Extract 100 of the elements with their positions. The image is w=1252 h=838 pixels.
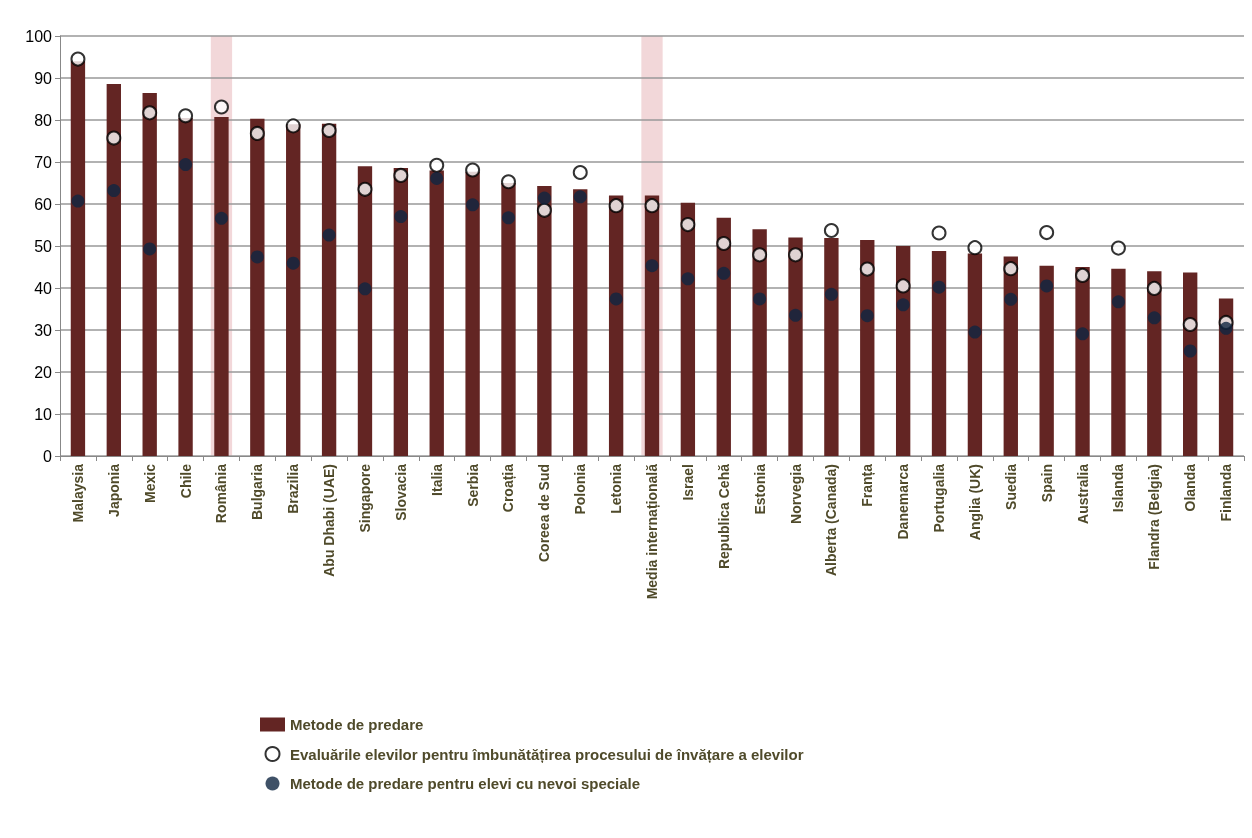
point xyxy=(573,190,587,204)
x-tick-label: Suedia xyxy=(1002,463,1019,510)
point xyxy=(142,105,158,121)
x-tick-label: Japonia xyxy=(105,463,122,517)
bar xyxy=(1111,268,1126,456)
x-tick-label: Flandra (Belgia) xyxy=(1146,464,1163,570)
point xyxy=(644,198,660,214)
point xyxy=(932,280,946,294)
x-tick-label: Estonia xyxy=(751,463,768,515)
point xyxy=(178,108,194,124)
x-tick-label: Coreea de Sud xyxy=(536,464,553,563)
point xyxy=(789,308,803,322)
point xyxy=(213,99,229,115)
point xyxy=(824,287,838,301)
point xyxy=(1039,225,1055,241)
x-tick-label: Australia xyxy=(1074,463,1091,524)
bar xyxy=(142,93,157,456)
bar xyxy=(608,195,624,456)
bar xyxy=(824,238,839,456)
legend-label: Metode de predare pentru elevi cu nevoi speciale xyxy=(290,775,641,792)
bar xyxy=(537,185,552,456)
bar xyxy=(1039,265,1054,456)
bar xyxy=(250,118,265,456)
y-tick-label: 30 xyxy=(34,321,53,339)
x-tick-label: Media internațională xyxy=(644,463,660,600)
point xyxy=(321,123,337,138)
x-tick-label: Serbia xyxy=(464,463,481,507)
y-tick-label: 50 xyxy=(34,237,53,255)
point xyxy=(823,222,839,238)
bar xyxy=(178,117,193,456)
point xyxy=(895,278,911,294)
point xyxy=(1003,261,1019,277)
x-tick-label: Norvegia xyxy=(787,463,804,524)
legend-label: Metode de predare xyxy=(290,716,424,733)
bar xyxy=(752,229,767,456)
point xyxy=(1040,279,1054,293)
point xyxy=(680,217,696,233)
point xyxy=(394,210,408,224)
y-tick-label: 20 xyxy=(34,363,53,381)
x-tick-label: Slovacia xyxy=(392,463,409,521)
bar xyxy=(429,170,444,456)
bar xyxy=(967,253,983,456)
x-tick-label: Islanda xyxy=(1110,463,1127,513)
point xyxy=(106,130,122,146)
point xyxy=(358,282,372,296)
bar xyxy=(788,237,803,456)
point xyxy=(608,198,624,214)
point xyxy=(143,242,157,256)
y-tick-label: 10 xyxy=(34,405,53,423)
bar xyxy=(70,61,86,456)
y-tick-label: 0 xyxy=(43,447,53,465)
point xyxy=(70,51,86,67)
point xyxy=(609,292,623,306)
point xyxy=(537,191,551,205)
point xyxy=(430,171,444,185)
x-tick-label: Portugalia xyxy=(931,463,948,533)
y-tick-label: 40 xyxy=(34,279,53,297)
x-tick-label: Olanda xyxy=(1182,463,1199,512)
bar xyxy=(501,183,516,456)
point xyxy=(71,194,85,208)
x-tick-label: Franța xyxy=(859,463,876,507)
bar xyxy=(680,202,696,456)
y-tick-label: 70 xyxy=(34,153,53,171)
point xyxy=(752,247,768,263)
point xyxy=(179,158,193,172)
x-tick-label: Italia xyxy=(428,463,445,496)
x-tick-label: Alberta (Canada) xyxy=(823,464,840,577)
point xyxy=(1219,321,1233,335)
x-tick-label: Malaysia xyxy=(69,463,86,523)
point xyxy=(1004,292,1018,306)
x-tick-label: Chile xyxy=(177,463,194,499)
point xyxy=(286,256,300,270)
point xyxy=(968,325,982,339)
point xyxy=(717,266,731,280)
x-tick-label: Abu Dhabi (UAE) xyxy=(321,464,338,577)
point xyxy=(536,202,552,218)
bar xyxy=(321,123,337,456)
point xyxy=(249,125,265,141)
point xyxy=(859,261,875,277)
point xyxy=(501,174,516,190)
point xyxy=(572,165,588,180)
bar xyxy=(860,240,875,456)
bar xyxy=(573,189,588,456)
point xyxy=(753,292,767,306)
point xyxy=(1147,311,1161,325)
x-tick-label: Finlanda xyxy=(1218,463,1235,522)
point xyxy=(466,198,480,212)
point xyxy=(214,211,228,225)
x-tick-label: Croația xyxy=(500,463,517,513)
bar xyxy=(931,251,947,456)
bar xyxy=(106,83,121,456)
point xyxy=(285,118,301,134)
point xyxy=(465,162,481,178)
point xyxy=(1182,317,1198,333)
point xyxy=(967,240,983,256)
point xyxy=(716,235,732,251)
x-tick-label: Danemarca xyxy=(895,463,912,540)
point xyxy=(429,157,445,173)
point xyxy=(393,167,409,183)
point xyxy=(788,247,804,263)
